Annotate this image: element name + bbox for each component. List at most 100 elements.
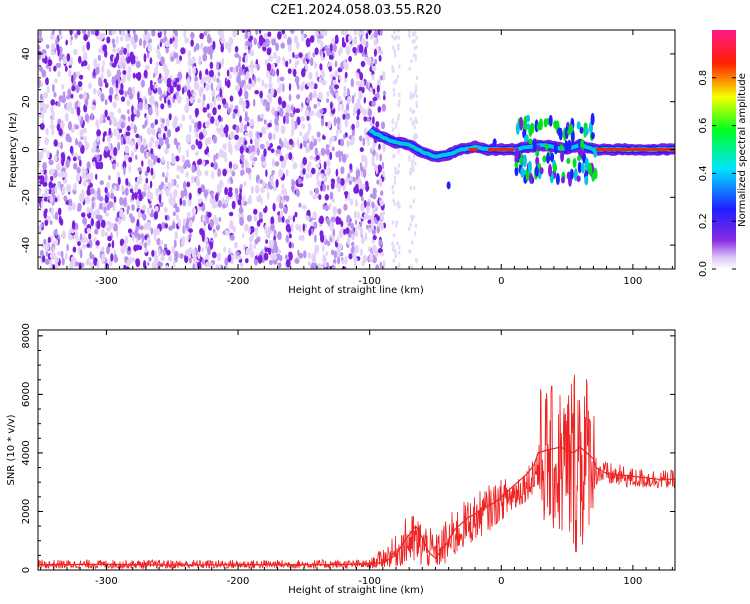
noise-speckle [45,251,48,257]
noise-speckle [102,202,107,209]
noise-speckle [363,116,368,122]
noise-speckle [89,172,94,181]
noise-speckle [292,52,295,59]
noise-speckle [187,247,193,254]
noise-speckle [343,59,347,69]
noise-speckle [343,85,347,93]
noise-speckle [269,55,273,61]
noise-speckle [267,122,272,128]
noise-speckle [371,201,375,209]
noise-speckle [243,124,248,131]
noise-speckle [371,65,377,72]
noise-speckle [274,161,280,167]
noise-speckle [50,99,55,106]
noise-speckle [126,207,130,215]
noise-speckle [357,30,362,38]
noise-speckle [303,250,307,259]
noise-speckle [337,103,341,112]
noise-speckle [54,211,59,221]
noise-speckle [396,74,400,79]
noise-speckle [414,135,417,140]
noise-speckle [116,228,119,238]
noise-speckle [260,187,265,194]
noise-speckle [224,157,228,163]
noise-speckle [199,70,202,80]
noise-speckle [113,254,118,263]
noise-speckle [203,220,207,227]
noise-speckle [166,129,172,138]
noise-speckle [414,57,417,62]
noise-speckle [106,181,111,189]
noise-speckle [39,150,44,160]
noise-speckle [113,146,118,157]
noise-speckle [75,261,80,267]
noise-speckle [136,218,140,226]
noise-speckle [141,79,145,88]
noise-speckle [197,140,203,150]
noise-speckle [41,243,45,249]
noise-speckle [241,232,245,239]
noise-speckle [257,77,261,82]
noise-speckle [100,65,105,73]
noise-speckle [309,92,313,101]
noise-speckle [244,140,248,146]
noise-speckle [72,72,77,81]
noise-speckle [76,106,81,117]
noise-speckle [320,234,325,243]
burst-blob [579,126,584,134]
noise-speckle [281,100,287,109]
noise-speckle [274,117,279,126]
noise-speckle [395,78,398,83]
noise-speckle [209,190,215,196]
noise-speckle [352,37,358,45]
noise-speckle [344,191,348,199]
noise-speckle [88,233,92,240]
noise-speckle [149,203,153,209]
noise-speckle [319,63,323,71]
noise-speckle [56,163,61,172]
noise-speckle [346,95,352,105]
noise-speckle [206,103,210,110]
noise-speckle [184,37,190,44]
noise-speckle [197,187,202,195]
noise-speckle [154,104,158,114]
noise-speckle [144,30,148,35]
burst-blob [546,152,550,164]
noise-speckle [288,241,292,249]
noise-speckle [296,84,300,90]
noise-speckle [246,214,252,222]
noise-speckle [307,81,311,87]
noise-speckle [381,161,385,170]
noise-speckle [207,112,211,119]
noise-speckle [207,246,211,256]
noise-speckle [171,245,176,254]
noise-speckle [344,118,349,128]
noise-speckle [306,98,310,104]
noise-speckle [278,168,284,178]
noise-speckle [208,261,214,268]
noise-speckle [113,185,117,192]
noise-speckle [126,43,130,48]
noise-speckle [271,180,274,187]
noise-speckle [75,137,78,146]
noise-speckle [111,240,115,249]
noise-speckle [213,231,218,238]
noise-speckle [249,226,255,233]
noise-speckle [82,44,86,53]
noise-speckle [408,33,411,38]
noise-speckle [133,230,138,238]
noise-speckle [276,195,281,203]
noise-speckle [236,251,240,257]
noise-speckle [157,78,163,84]
burst-blob [580,162,585,174]
noise-speckle [230,234,235,241]
noise-speckle [265,140,270,148]
noise-speckle [122,70,127,75]
noise-speckle [286,116,289,125]
y-tick-label: 40 [21,48,32,61]
noise-speckle [351,95,355,104]
noise-speckle [414,231,417,236]
noise-speckle [185,133,191,143]
noise-speckle [285,254,288,260]
x-tick-label: -200 [227,276,250,287]
